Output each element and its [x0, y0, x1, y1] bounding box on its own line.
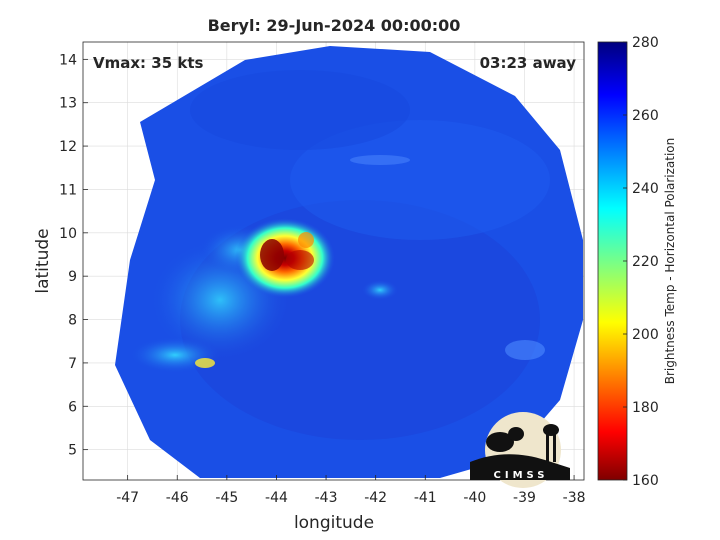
x-tick-label: -43 — [315, 490, 338, 506]
x-tick-label: -46 — [166, 490, 189, 506]
y-tick-label: 10 — [59, 226, 77, 242]
y-tick-label: 14 — [59, 52, 77, 68]
x-axis-ticks: -47 -46 -45 -44 -43 -42 -41 -40 -39 -38 — [116, 475, 586, 506]
y-tick-label: 13 — [59, 96, 77, 112]
y-axis-label: latitude — [33, 228, 53, 293]
y-tick-label: 12 — [59, 139, 77, 155]
colorbar-tick-label: 180 — [632, 400, 659, 416]
colorbar-ticks: 160 180 200 220 240 260 280 — [623, 35, 659, 489]
axes-frame — [82, 41, 585, 481]
colorbar-label: Brightness Temp - Horizontal Polarizatio… — [663, 138, 677, 385]
x-tick-label: -39 — [513, 490, 536, 506]
y-tick-label: 6 — [68, 399, 77, 415]
colorbar-tick-label: 160 — [632, 473, 659, 489]
x-tick-label: -44 — [265, 490, 288, 506]
cold-core — [235, 218, 335, 298]
logo-text: CIMSS — [494, 470, 549, 481]
colorbar-tick-label: 200 — [632, 327, 659, 343]
x-tick-label: -40 — [463, 490, 486, 506]
y-tick-label: 7 — [68, 356, 77, 372]
x-tick-label: -38 — [563, 490, 586, 506]
colorbar-tick-label: 260 — [632, 108, 659, 124]
swath-image — [115, 46, 583, 478]
cimss-logo: CIMSS — [470, 412, 570, 488]
colorbar-tick-label: 240 — [632, 181, 659, 197]
time-away-annotation: 03:23 away — [480, 54, 577, 72]
colorbar-tick-label: 220 — [632, 254, 659, 270]
x-tick-label: -45 — [215, 490, 238, 506]
x-tick-label: -41 — [414, 490, 437, 506]
x-axis-label: longitude — [294, 513, 374, 533]
colorbar-tick-label: 280 — [632, 35, 659, 51]
x-tick-label: -42 — [364, 490, 387, 506]
colorbar: 160 180 200 220 240 260 280 Brightness Temp - … — [597, 35, 677, 489]
y-tick-label: 11 — [59, 182, 77, 198]
y-tick-label: 8 — [68, 313, 77, 329]
y-tick-label: 5 — [68, 443, 77, 459]
chart-title: Beryl: 29-Jun-2024 00:00:00 — [208, 16, 461, 35]
y-axis-ticks: 5 6 7 8 9 10 11 12 13 14 — [59, 52, 88, 459]
y-tick-label: 9 — [68, 269, 77, 285]
vmax-annotation: Vmax: 35 kts — [93, 54, 203, 72]
x-tick-label: -47 — [116, 490, 139, 506]
colorbar-gradient — [597, 41, 628, 481]
